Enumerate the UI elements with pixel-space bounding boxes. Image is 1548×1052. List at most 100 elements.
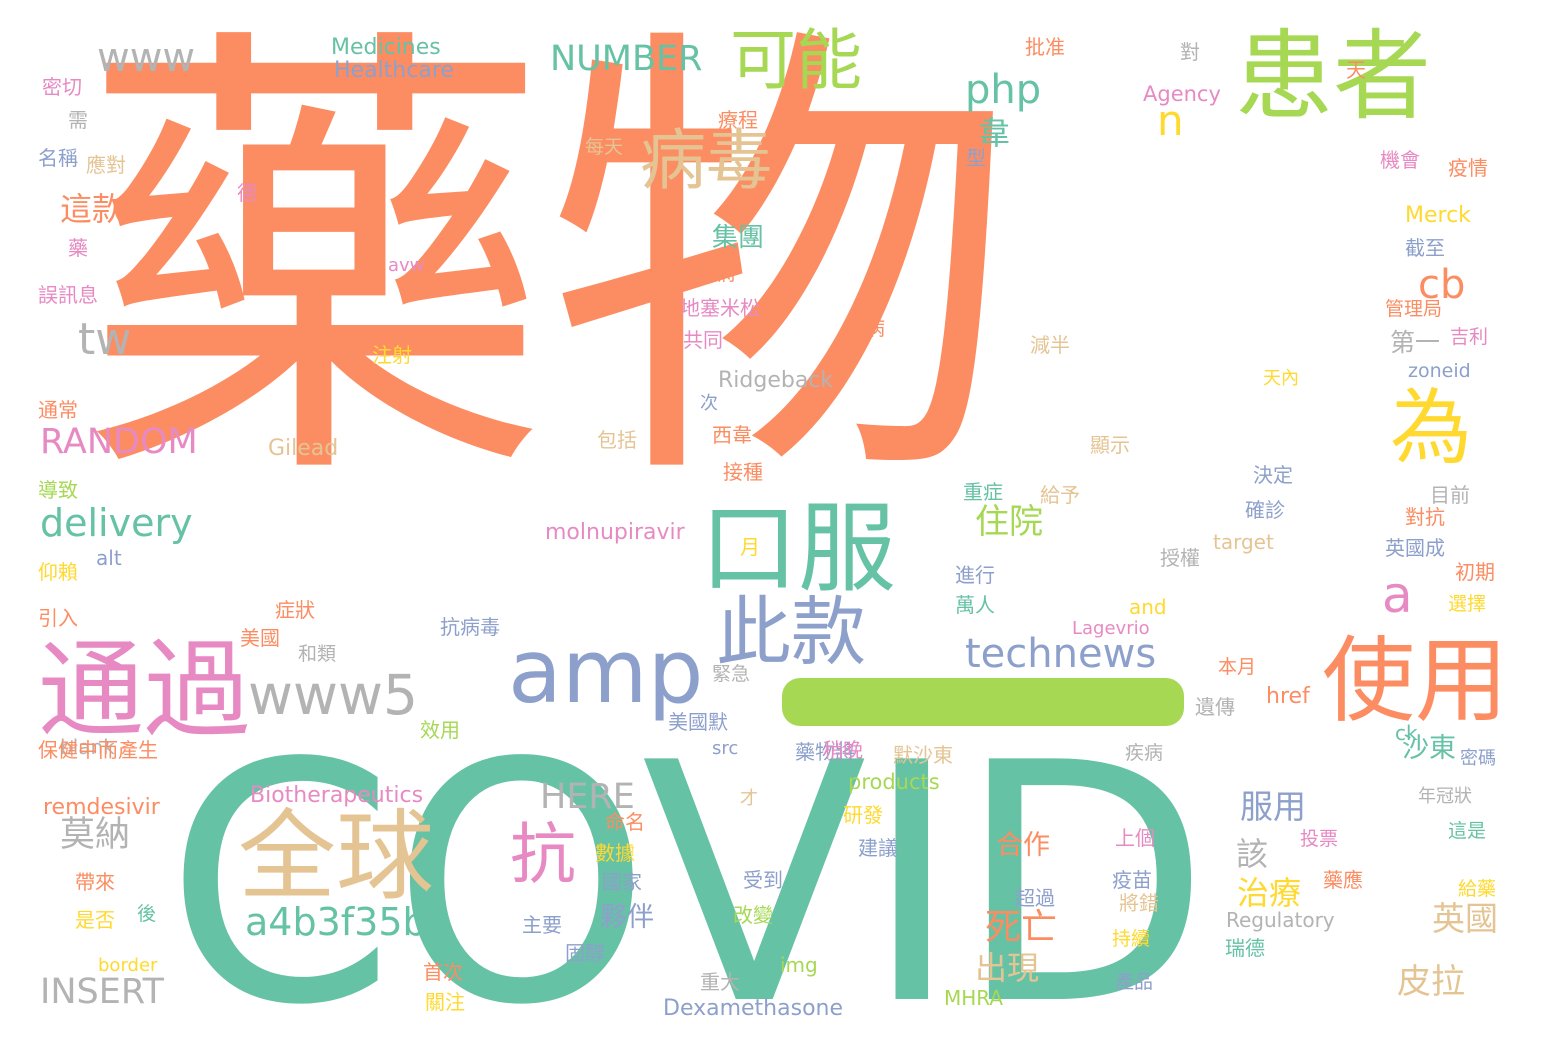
cloud-word: 遺傳 bbox=[1195, 695, 1235, 719]
cloud-word: 型 bbox=[966, 146, 986, 170]
cloud-word: 超過 bbox=[1015, 886, 1055, 910]
cloud-word: ck bbox=[1395, 721, 1418, 745]
cloud-word: Merck bbox=[1405, 203, 1471, 228]
cloud-word: 和類 bbox=[298, 643, 337, 665]
cloud-word: 給予 bbox=[1040, 483, 1080, 507]
cloud-word: Lagevrio bbox=[1072, 618, 1150, 639]
cloud-word: 受到 bbox=[743, 868, 783, 892]
cloud-word: 可能 bbox=[730, 22, 862, 99]
cloud-word: 服用 bbox=[1240, 787, 1306, 826]
cloud-word: href bbox=[1266, 684, 1310, 709]
cloud-word: 保健中而產生 bbox=[38, 738, 158, 762]
cloud-word: 減半 bbox=[1030, 333, 1070, 357]
highlight-bar bbox=[782, 678, 1184, 726]
cloud-word: amp bbox=[508, 620, 704, 723]
cloud-word: avw bbox=[388, 255, 425, 276]
cloud-word: 地塞米松 bbox=[680, 296, 760, 320]
cloud-word: 染病 bbox=[845, 316, 885, 340]
cloud-word: 住院 bbox=[975, 502, 1043, 542]
cloud-word: 藥 bbox=[68, 236, 88, 260]
cloud-word: 本月 bbox=[1218, 656, 1257, 678]
cloud-word: 稍晚 bbox=[823, 738, 863, 762]
cloud-word: 為 bbox=[1390, 381, 1473, 476]
cloud-word: 英國成 bbox=[1385, 536, 1445, 560]
cloud-word: 夥伴 bbox=[600, 902, 654, 933]
cloud-word: 次 bbox=[700, 393, 718, 414]
cloud-word: Biotherapeutics bbox=[250, 783, 424, 808]
cloud-word: 首次 bbox=[423, 960, 463, 984]
cloud-word: 改變 bbox=[733, 903, 773, 927]
cloud-word: 患者 bbox=[1235, 20, 1432, 134]
cloud-word: 天內 bbox=[1263, 368, 1299, 389]
cloud-word: 投票 bbox=[1300, 828, 1339, 850]
cloud-word: 萬人 bbox=[955, 593, 995, 617]
cloud-word: 集團 bbox=[712, 223, 765, 253]
cloud-word: 藥物 bbox=[80, 0, 1016, 538]
cloud-word: tw bbox=[78, 314, 132, 365]
cloud-word: 效用 bbox=[420, 718, 460, 742]
cloud-word: 症狀 bbox=[275, 598, 315, 622]
cloud-word: INSERT bbox=[40, 972, 164, 1012]
cloud-word: COVID bbox=[165, 693, 1211, 1052]
cloud-word: 顯示 bbox=[1090, 433, 1130, 457]
cloud-word: 通過 bbox=[38, 629, 250, 752]
cloud-word: 病毒 bbox=[640, 122, 772, 199]
cloud-word: 固醇 bbox=[565, 941, 605, 965]
cloud-word: 藥物將 bbox=[795, 740, 855, 764]
cloud-word: 決定 bbox=[1253, 463, 1293, 487]
cloud-word: technews bbox=[965, 631, 1157, 677]
cloud-word: Dexamethasone bbox=[663, 996, 844, 1021]
cloud-word: delivery bbox=[40, 501, 193, 545]
cloud-word: 將錯 bbox=[1119, 891, 1159, 915]
cloud-word: cb bbox=[1418, 262, 1466, 308]
cloud-word: 這是 bbox=[1448, 820, 1487, 842]
cloud-word: 授權 bbox=[1160, 546, 1200, 570]
cloud-word: 應對 bbox=[86, 153, 126, 177]
cloud-word: 這款 bbox=[60, 190, 125, 228]
cloud-word: 英國 bbox=[1432, 899, 1498, 938]
cloud-word: 確診 bbox=[1245, 498, 1285, 522]
cloud-word: 藥應 bbox=[1323, 868, 1363, 892]
cloud-word: 莫納 bbox=[60, 815, 131, 855]
cloud-word: www bbox=[97, 35, 196, 81]
cloud-word: alt bbox=[96, 546, 122, 570]
cloud-word: 命名 bbox=[605, 810, 645, 834]
cloud-word: 年冠狀 bbox=[1418, 786, 1472, 807]
cloud-word: products bbox=[848, 770, 940, 794]
cloud-word: 美國 bbox=[240, 626, 280, 650]
cloud-word: 該 bbox=[1236, 835, 1269, 873]
cloud-word: RANDOM bbox=[40, 422, 198, 462]
cloud-word: 緊急 bbox=[712, 663, 751, 685]
cloud-word: and bbox=[1129, 595, 1167, 619]
cloud-word: Healthcare bbox=[334, 58, 454, 83]
cloud-word: 國家 bbox=[602, 870, 642, 894]
cloud-word: a bbox=[1382, 566, 1413, 624]
cloud-word: 默沙東 bbox=[893, 743, 953, 767]
cloud-word: 出現 bbox=[975, 949, 1040, 987]
cloud-word: 管理局 bbox=[1385, 298, 1443, 320]
cloud-word: 研發 bbox=[843, 803, 883, 827]
cloud-word: 韋 bbox=[978, 114, 1011, 152]
cloud-word: Ridgeback bbox=[718, 368, 834, 393]
cloud-word: 仰賴 bbox=[38, 560, 78, 584]
cloud-word: 專家將 bbox=[680, 263, 738, 285]
cloud-word: www5 bbox=[248, 663, 418, 727]
cloud-word: target bbox=[1213, 530, 1274, 554]
cloud-word: 天 bbox=[1346, 58, 1366, 82]
cloud-word: 建議 bbox=[858, 836, 898, 860]
cloud-word: 進行 bbox=[955, 563, 995, 587]
cloud-word: 沙東 bbox=[1402, 733, 1456, 764]
cloud-word: Regulatory bbox=[1226, 908, 1335, 932]
cloud-word: 密碼 bbox=[1460, 748, 1496, 769]
cloud-word: molnupiravir bbox=[545, 520, 685, 545]
cloud-word: 包括 bbox=[597, 428, 637, 452]
cloud-word: 皮拉 bbox=[1397, 962, 1465, 1002]
cloud-word: 每天 bbox=[585, 136, 624, 158]
cloud-word: 抗病毒 bbox=[440, 615, 500, 639]
cloud-word: 給藥 bbox=[1458, 878, 1497, 900]
cloud-word: 疫情 bbox=[1448, 156, 1488, 180]
cloud-word: Medicines bbox=[331, 35, 441, 60]
cloud-word: 療程 bbox=[718, 108, 758, 132]
cloud-word: 截至 bbox=[1405, 236, 1445, 260]
